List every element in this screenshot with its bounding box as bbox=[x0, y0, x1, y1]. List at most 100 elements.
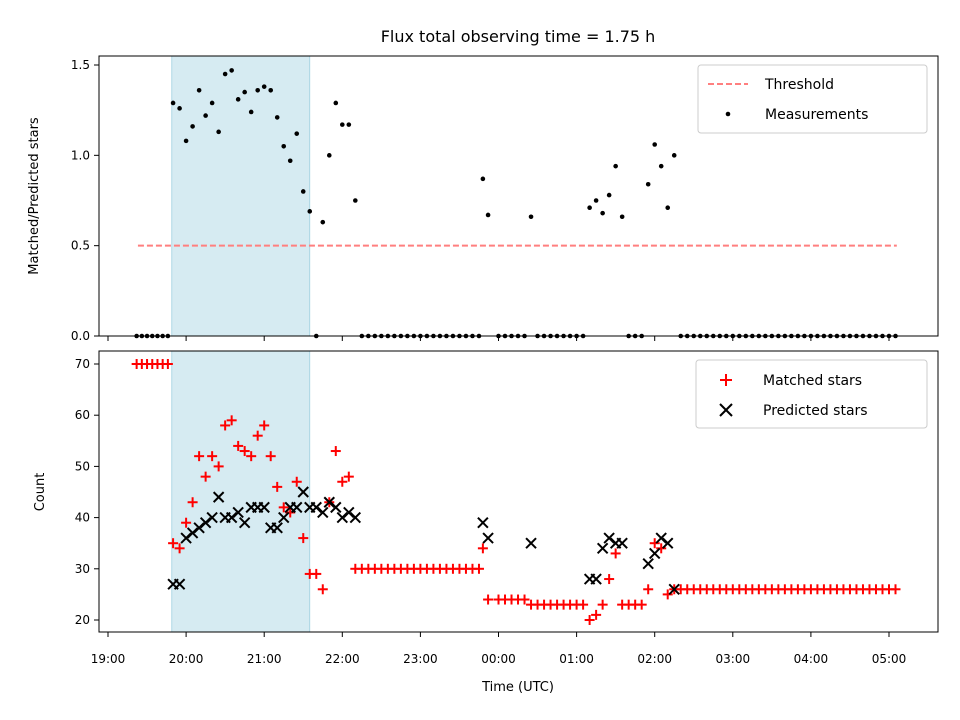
matched-point bbox=[187, 497, 198, 508]
measurement-point bbox=[326, 153, 332, 158]
measurement-point bbox=[190, 124, 195, 129]
bottom-y-axis-label: Count bbox=[33, 473, 48, 512]
x-axis-label: Time (UTC) bbox=[481, 680, 554, 695]
chart-title: Flux total observing time = 1.75 h bbox=[381, 27, 656, 46]
predicted-series bbox=[167, 486, 680, 595]
predicted-point bbox=[616, 537, 628, 549]
matched-point bbox=[239, 446, 250, 457]
measurement-point bbox=[485, 212, 491, 218]
matched-point bbox=[285, 507, 296, 518]
predicted-point bbox=[590, 573, 602, 585]
bottom-x-tick-label: 19:00 bbox=[91, 652, 126, 666]
measurement-point bbox=[340, 122, 345, 127]
measurement-point bbox=[665, 205, 671, 211]
bottom-x-tick-label: 00:00 bbox=[481, 652, 516, 666]
matched-point bbox=[162, 359, 173, 369]
measurement-point bbox=[528, 214, 534, 220]
matched-point bbox=[483, 594, 494, 605]
top-y-tick-label: 1.5 bbox=[71, 58, 90, 72]
matched-point bbox=[473, 563, 484, 574]
bottom-y-tick-label: 40 bbox=[75, 511, 90, 525]
matched-point bbox=[330, 446, 341, 457]
top-x-axis-ticks bbox=[107, 336, 890, 341]
measurement-point bbox=[294, 131, 300, 136]
bottom-y-tick-label: 20 bbox=[75, 613, 90, 627]
matched-point bbox=[168, 538, 179, 549]
measurement-point bbox=[353, 198, 358, 203]
top-shaded-region bbox=[171, 55, 311, 337]
measurement-point bbox=[196, 87, 202, 93]
measurement-point bbox=[281, 144, 287, 149]
matched-point bbox=[220, 420, 231, 431]
matched-point bbox=[578, 599, 589, 610]
measurement-point bbox=[593, 198, 599, 203]
top-y-tick-label: 0.5 bbox=[71, 239, 90, 253]
legend-matched-swatch bbox=[720, 374, 732, 386]
bottom-plot-frame bbox=[98, 350, 939, 633]
matched-point bbox=[272, 481, 283, 492]
measurement-point bbox=[268, 87, 274, 93]
bottom-x-tick-label: 02:00 bbox=[637, 652, 672, 666]
legend-matched-label: Matched stars bbox=[763, 373, 862, 389]
bottom-y-tick-label: 50 bbox=[75, 459, 90, 473]
measurement-point bbox=[671, 153, 677, 158]
top-panel: 0.0 0.5 1.0 1.5 Matched/Predicted stars Thr… bbox=[27, 55, 939, 343]
bottom-legend: Matched stars Predicted stars bbox=[695, 359, 928, 429]
measurement-point bbox=[658, 163, 664, 169]
top-plot-frame bbox=[98, 55, 939, 337]
matched-point bbox=[174, 543, 185, 554]
measurement-point bbox=[287, 158, 293, 164]
matched-point bbox=[597, 599, 608, 610]
matched-point bbox=[207, 451, 218, 462]
legend-measurements-swatch bbox=[725, 111, 731, 117]
matched-point bbox=[200, 471, 211, 482]
bottom-y-axis: 20 30 40 50 60 70 bbox=[75, 357, 99, 627]
top-y-tick-label: 0.0 bbox=[71, 329, 90, 343]
matched-point bbox=[477, 543, 488, 554]
predicted-point bbox=[642, 557, 654, 570]
matched-point bbox=[317, 584, 328, 595]
matched-point bbox=[181, 517, 192, 528]
legend-measurements-label: Measurements bbox=[765, 107, 868, 123]
measurement-point bbox=[222, 71, 228, 77]
predicted-point bbox=[525, 537, 537, 549]
measurement-point bbox=[613, 163, 618, 169]
measurement-point bbox=[235, 97, 241, 102]
bottom-x-tick-label: 21:00 bbox=[247, 652, 282, 666]
predicted-point bbox=[291, 501, 303, 514]
legend-predicted-swatch bbox=[719, 403, 733, 417]
legend-predicted-label: Predicted stars bbox=[763, 403, 868, 419]
measurement-point bbox=[216, 129, 221, 135]
measurement-point bbox=[300, 189, 306, 194]
measurement-point bbox=[255, 87, 260, 93]
predicted-point bbox=[238, 517, 251, 529]
predicted-point bbox=[668, 583, 680, 595]
matched-point bbox=[519, 594, 530, 605]
matched-point bbox=[343, 471, 354, 482]
measurement-point bbox=[307, 209, 313, 214]
bottom-x-tick-label: 03:00 bbox=[716, 652, 751, 666]
measurement-point bbox=[600, 210, 605, 216]
measurement-point bbox=[274, 115, 280, 120]
measurement-point bbox=[480, 176, 486, 182]
matched-series bbox=[131, 359, 901, 625]
measurement-point bbox=[346, 122, 352, 127]
predicted-point bbox=[662, 537, 674, 549]
bottom-shaded-region bbox=[171, 350, 311, 633]
predicted-point bbox=[297, 486, 309, 498]
matched-point bbox=[662, 589, 673, 600]
predicted-point bbox=[482, 532, 494, 544]
predicted-point bbox=[317, 506, 329, 519]
measurement-point bbox=[333, 100, 339, 106]
measurement-point bbox=[209, 100, 215, 106]
matched-point bbox=[265, 451, 276, 462]
measurement-point bbox=[229, 68, 234, 73]
matched-point bbox=[278, 502, 289, 513]
bottom-legend-box bbox=[695, 359, 928, 429]
matched-point bbox=[584, 615, 595, 625]
predicted-point bbox=[232, 506, 244, 519]
bottom-x-axis: 19:00 20:00 21:00 22:00 23:00 00:00 01:00 02:00… bbox=[91, 632, 906, 666]
predicted-point bbox=[206, 511, 218, 524]
bottom-panel: 20 30 40 50 60 70 19:00 20:00 21:00 22:00 23:00 00… bbox=[33, 350, 939, 695]
